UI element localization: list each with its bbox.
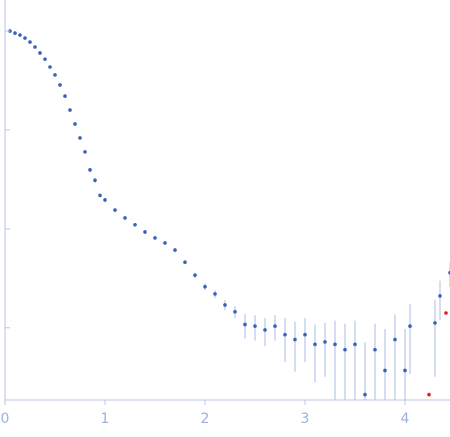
- data-point: [233, 309, 237, 314]
- data-point: [223, 303, 227, 307]
- data-point: [427, 392, 431, 397]
- data-point: [393, 337, 397, 342]
- data-point: [13, 31, 17, 35]
- data-point: [243, 322, 247, 327]
- data-point: [163, 241, 167, 245]
- data-point: [343, 347, 347, 352]
- data-point: [133, 222, 137, 227]
- data-point: [203, 284, 207, 289]
- data-point: [143, 230, 147, 234]
- data-point: [333, 342, 337, 347]
- data-point: [58, 83, 62, 87]
- x-tick-label: 0: [1, 411, 10, 427]
- data-point: [113, 208, 117, 212]
- data-point: [403, 368, 407, 373]
- data-point: [28, 40, 32, 44]
- data-point: [283, 332, 287, 337]
- data-point: [323, 340, 327, 344]
- data-point: [68, 108, 72, 112]
- data-point: [153, 236, 157, 240]
- data-point: [253, 324, 257, 328]
- data-point: [183, 260, 187, 265]
- data-point: [88, 168, 92, 172]
- data-point: [444, 311, 448, 315]
- data-point: [103, 198, 107, 202]
- data-point: [313, 342, 317, 347]
- data-point: [83, 150, 87, 154]
- data-point: [438, 294, 442, 298]
- data-point: [213, 292, 217, 296]
- data-point: [93, 178, 97, 183]
- data-point: [63, 94, 67, 98]
- x-tick-label: 3: [301, 411, 310, 427]
- x-tick-label: 4: [401, 411, 410, 427]
- x-tick-label: 2: [201, 411, 210, 427]
- data-point: [303, 332, 307, 337]
- data-point: [373, 347, 377, 352]
- x-tick-label: 1: [101, 411, 110, 427]
- data-point: [38, 51, 42, 55]
- data-point: [73, 122, 77, 126]
- data-point: [33, 45, 37, 49]
- data-point: [53, 73, 57, 77]
- data-point: [18, 33, 22, 37]
- plot-area: [8, 29, 450, 400]
- data-point: [123, 216, 127, 220]
- data-point: [293, 337, 297, 342]
- data-point: [433, 321, 437, 325]
- data-point: [173, 248, 177, 252]
- data-point: [363, 392, 367, 397]
- data-point: [43, 57, 47, 61]
- data-point: [23, 36, 27, 40]
- data-point: [193, 273, 197, 277]
- data-point: [353, 342, 357, 347]
- data-point: [48, 65, 52, 69]
- data-point: [263, 328, 267, 332]
- data-point: [273, 324, 277, 328]
- data-point: [78, 136, 82, 140]
- data-point: [383, 368, 387, 373]
- data-point: [98, 193, 102, 198]
- data-point: [408, 324, 412, 328]
